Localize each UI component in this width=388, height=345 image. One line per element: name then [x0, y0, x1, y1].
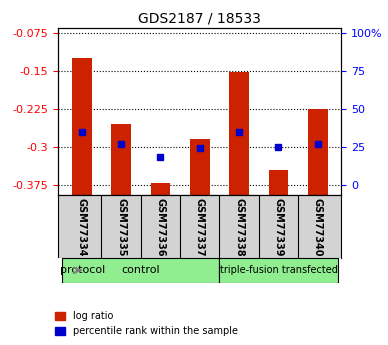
Text: GSM77334: GSM77334 [77, 198, 87, 257]
Text: GSM77336: GSM77336 [156, 198, 165, 257]
Bar [111, 124, 131, 195]
Text: triple-fusion transfected: triple-fusion transfected [220, 265, 338, 275]
Text: GSM77335: GSM77335 [116, 198, 126, 257]
Bar [62, 258, 220, 283]
Bar [190, 139, 210, 195]
Text: control: control [121, 265, 160, 275]
Text: protocol: protocol [60, 265, 106, 275]
Bar [151, 183, 170, 195]
Text: GSM77339: GSM77339 [274, 198, 284, 257]
Text: GSM77338: GSM77338 [234, 198, 244, 257]
Bar [220, 258, 338, 283]
Bar [308, 109, 328, 195]
Text: GSM77337: GSM77337 [195, 198, 205, 257]
Legend: log ratio, percentile rank within the sample: log ratio, percentile rank within the sa… [52, 307, 242, 340]
Bar [268, 170, 288, 195]
Title: GDS2187 / 18533: GDS2187 / 18533 [139, 11, 261, 25]
Bar [72, 58, 92, 195]
Text: GSM77340: GSM77340 [313, 198, 323, 257]
Bar [229, 72, 249, 195]
